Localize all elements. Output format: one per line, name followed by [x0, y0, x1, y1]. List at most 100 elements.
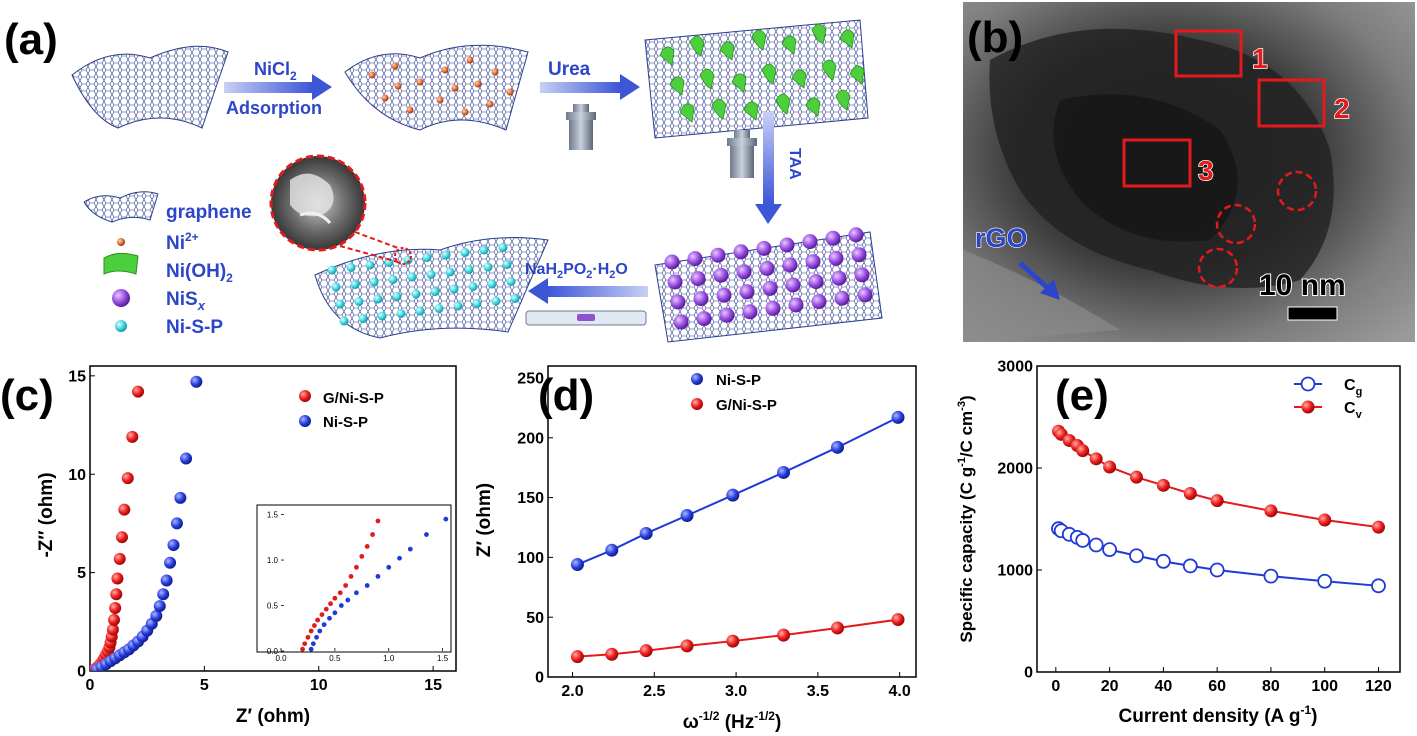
tem-box-label-1: 1 — [1252, 43, 1268, 74]
c-point-0-17 — [116, 531, 129, 544]
axes-frame-e — [1036, 365, 1401, 673]
inset-frame-c — [256, 504, 452, 653]
e-point-1-8 — [1156, 478, 1170, 492]
c-inset-point-1-16 — [443, 516, 449, 522]
c-inset-point-0-0 — [300, 646, 305, 652]
e-point-1-12 — [1318, 513, 1332, 527]
legend-nis: NiSx — [166, 289, 206, 313]
panel-c-nyquist: (c) 0 5 10 15 0 5 10 15 -Z″ (ohm) Z′ (ohm) G/Ni… — [0, 365, 457, 727]
d-point-0-6 — [830, 440, 844, 454]
legend-marker-c-1 — [299, 415, 311, 427]
c-inset-point-1-14 — [407, 546, 413, 552]
c-ytick-1: 5 — [77, 565, 86, 582]
legend-marker-e-0 — [1300, 376, 1316, 392]
rgo-label: rGO — [975, 223, 1028, 253]
legend-label-c-0: G/Ni-S-P — [323, 390, 384, 407]
c-xtick-0: 0 — [86, 677, 95, 694]
c-inset-point-0-8 — [328, 601, 333, 607]
c-ytick-2: 10 — [68, 467, 86, 484]
c-point-0-16 — [113, 552, 126, 565]
c-point-1-14 — [153, 600, 166, 613]
nioh-legend-icon — [103, 252, 139, 275]
c-inset-point-1-10 — [364, 583, 370, 588]
d-ytick-4: 200 — [517, 430, 544, 447]
c-inset-point-1-7 — [338, 603, 344, 608]
y-axis-label-e: Specific capacity (C g-1/C cm-3) — [956, 395, 976, 642]
y-axis-label-c: -Z″ (ohm) — [36, 472, 57, 557]
step1-sublabel: Adsorption — [226, 98, 322, 118]
arrow-urea: Urea — [540, 59, 640, 150]
c-point-0-15 — [111, 572, 124, 585]
d-xtick-0: 2.0 — [561, 683, 583, 700]
e-xtick-0: 0 — [1051, 678, 1060, 695]
c-point-1-17 — [164, 556, 177, 569]
step3-label: TAA — [786, 148, 803, 180]
legend-d: Ni-S-P G/Ni-S-P — [691, 372, 777, 414]
c-point-1-21 — [180, 452, 193, 465]
x-axis-label-c: Z′ (ohm) — [236, 706, 310, 727]
e-point-1-6 — [1103, 460, 1117, 474]
c-inset-point-0-9 — [332, 595, 338, 601]
legend-nisp: Ni-S-P — [166, 317, 223, 338]
d-point-0-7 — [891, 410, 905, 424]
c-point-0-11 — [106, 623, 119, 636]
graphene-legend-icon — [83, 191, 159, 223]
e-point-1-9 — [1183, 487, 1197, 500]
e-point-0-4 — [1075, 533, 1091, 548]
c-inset-point-1-5 — [327, 615, 332, 621]
e-point-0-8 — [1155, 553, 1171, 569]
c-inset-ytick-2: 1.0 — [267, 556, 279, 565]
step2-label: Urea — [548, 59, 591, 80]
legend-label-d-0: Ni-S-P — [716, 372, 761, 389]
c-point-1-20 — [174, 491, 187, 504]
d-point-0-0 — [570, 558, 584, 572]
scheme-legend: graphene Ni2+ Ni(OH)2 NiSx Ni-S-P — [83, 191, 252, 338]
c-inset-point-1-13 — [397, 555, 402, 561]
d-xtick-1: 2.5 — [643, 683, 665, 700]
e-point-1-10 — [1210, 494, 1224, 508]
e-ytick-1: 1000 — [997, 563, 1033, 580]
tem-box-2 — [1257, 78, 1326, 128]
c-inset-xtick-2: 1.0 — [383, 654, 395, 663]
sem-inset — [269, 154, 412, 265]
panel-label-a: (a) — [4, 15, 58, 64]
c-inset-point-0-11 — [343, 583, 349, 588]
c-point-1-18 — [167, 539, 180, 552]
c-inset-point-1-0 — [308, 646, 314, 652]
autoclave-icon-2 — [727, 130, 757, 178]
legend-marker-e-1 — [1301, 400, 1315, 414]
legend-label-d-1: G/Ni-S-P — [716, 397, 777, 414]
nis-legend-icon — [112, 289, 130, 307]
ni-ion-legend-icon — [117, 238, 125, 246]
c-inset-point-0-14 — [359, 553, 365, 559]
c-inset-ytick-3: 1.5 — [267, 511, 279, 520]
c-inset-xtick-3: 1.5 — [437, 654, 449, 663]
c-inset-point-0-5 — [315, 617, 321, 623]
e-point-0-7 — [1129, 548, 1144, 564]
e-ytick-2: 2000 — [997, 461, 1033, 478]
legend-graphene: graphene — [166, 202, 252, 223]
legend-label-c-1: Ni-S-P — [323, 414, 368, 431]
tem-box-3 — [1122, 138, 1192, 188]
e-ytick-3: 3000 — [997, 359, 1033, 376]
e-point-0-12 — [1317, 573, 1333, 589]
e-xtick-5: 100 — [1311, 678, 1338, 695]
graphene-sheet-4 — [654, 227, 883, 343]
legend-e: Cg Cv — [1294, 376, 1363, 421]
c-point-1-13 — [150, 609, 163, 622]
legend-ni-ion: Ni2+ — [166, 230, 199, 254]
tem-box-label-2: 2 — [1334, 93, 1350, 124]
panel-b-tem: (b) 1 2 3 rGO 10 nm — [963, 2, 1415, 342]
e-xtick-1: 20 — [1101, 678, 1119, 695]
c-point-1-22 — [190, 375, 203, 388]
e-point-0-9 — [1182, 558, 1198, 574]
legend-c: G/Ni-S-P Ni-S-P — [299, 390, 384, 431]
c-inset-point-1-15 — [424, 532, 429, 537]
c-inset-point-0-17 — [375, 518, 381, 524]
d-point-1-4 — [726, 634, 740, 648]
c-ytick-0: 0 — [77, 664, 86, 681]
d-point-0-1 — [605, 543, 619, 557]
c-inset-point-1-2 — [314, 634, 319, 640]
graphene-sheet-2 — [344, 44, 529, 131]
